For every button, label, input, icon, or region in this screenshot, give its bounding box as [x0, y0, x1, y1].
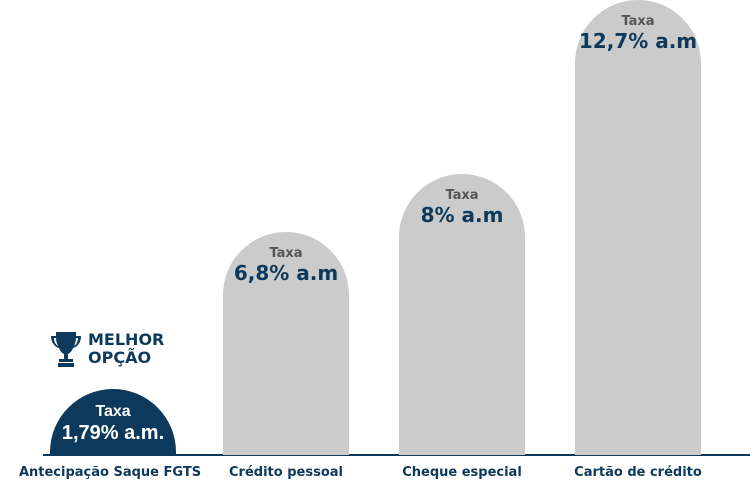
baseline [43, 454, 750, 456]
bar-value-label: 6,8% a.m [233, 261, 339, 285]
category-label: Cheque especial [402, 465, 522, 480]
category-label: Crédito pessoal [229, 465, 343, 480]
bar-value-label: 12,7% a.m [578, 29, 698, 53]
badge-line1: MELHOR [88, 330, 165, 349]
bar-value-label: 8% a.m [420, 203, 504, 227]
category-label: Antecipação Saque FGTS [18, 465, 202, 480]
bar-label-prefix: Taxa [269, 246, 303, 261]
bar-label-prefix: Taxa [445, 188, 479, 203]
bar-2: Taxa 6,8% a.m [223, 232, 349, 455]
best-option-badge: MELHOR OPÇÃO [50, 330, 164, 368]
trophy-icon [51, 332, 81, 367]
bar-label-prefix: Taxa [621, 14, 655, 29]
bar-value-label: 1,79% a.m. [61, 422, 165, 444]
bar-label-prefix: Taxa [95, 403, 131, 420]
bar-1: Taxa 1,79% a.m. [50, 389, 176, 455]
bar-3: Taxa 8% a.m [399, 174, 525, 455]
badge-line2: OPÇÃO [88, 348, 152, 367]
bar-4: Taxa 12,7% a.m [575, 0, 701, 455]
category-label: Cartão de crédito [574, 465, 702, 480]
